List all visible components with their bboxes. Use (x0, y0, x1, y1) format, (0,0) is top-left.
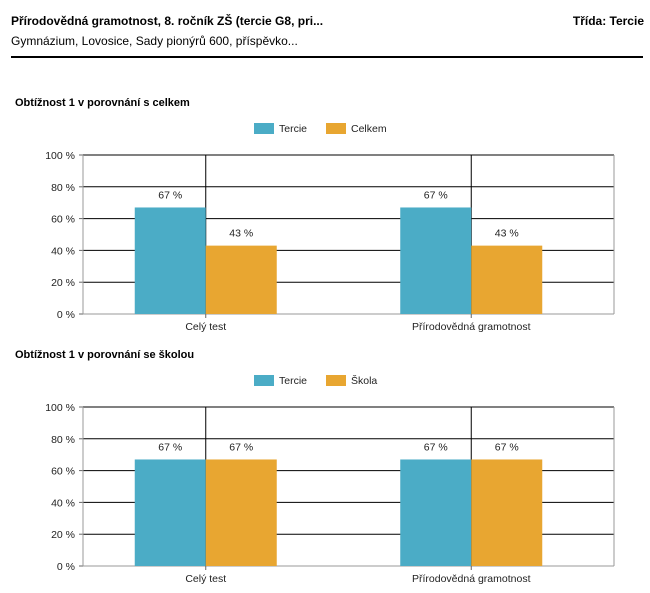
bar-1-2 (400, 207, 472, 314)
legend-swatch-2 (326, 375, 346, 386)
legend-swatch-1 (254, 123, 274, 134)
chart-1-title: Obtížnost 1 v porovnání s celkem (15, 97, 190, 109)
page-title: Přírodovědná gramotnost, 8. ročník ZŠ (t… (11, 14, 324, 28)
data-label: 67 % (495, 441, 519, 453)
chart-2: Tercie Škola 0 % 20 % 40 % 60 % 80 % 100 % 67 % 6… (45, 374, 615, 585)
bar-2-2 (471, 245, 543, 314)
y-tick-label: 20 % (51, 529, 75, 541)
legend-swatch-2 (326, 123, 346, 134)
bar-2-2 (471, 459, 543, 566)
legend-label-1: Tercie (279, 375, 307, 387)
x-tick-label: Přírodovědná gramotnost (412, 321, 531, 333)
y-tick-label: 80 % (51, 182, 75, 194)
bar-1-2 (400, 459, 472, 566)
y-tick-label: 80 % (51, 434, 75, 446)
header-divider (11, 56, 643, 58)
legend-swatch-1 (254, 375, 274, 386)
legend-label-2: Škola (351, 374, 377, 387)
data-label: 67 % (158, 189, 182, 201)
bar-2-1 (205, 245, 277, 314)
data-label: 67 % (158, 441, 182, 453)
x-tick-label: Celý test (185, 321, 226, 333)
school-name: Gymnázium, Lovosice, Sady pionýrů 600, p… (11, 34, 298, 48)
y-tick-label: 20 % (51, 277, 75, 289)
chart-1: Tercie Celkem 0 % 20 % 40 % 60 % 80 % 100 % 67 %… (45, 123, 615, 333)
y-tick-label: 0 % (57, 309, 75, 321)
data-label: 43 % (495, 228, 519, 240)
y-tick-label: 60 % (51, 466, 75, 478)
data-label: 43 % (229, 228, 253, 240)
bar-2-1 (205, 459, 277, 566)
chart-2-title: Obtížnost 1 v porovnání se školou (15, 349, 195, 361)
legend-label-1: Tercie (279, 123, 307, 135)
class-label: Třída: Tercie (572, 14, 644, 28)
x-tick-label: Celý test (185, 573, 226, 585)
y-tick-label: 0 % (57, 561, 75, 573)
y-tick-label: 100 % (45, 402, 75, 414)
x-tick-label: Přírodovědná gramotnost (412, 573, 531, 585)
y-tick-label: 60 % (51, 214, 75, 226)
data-label: 67 % (424, 189, 448, 201)
bar-1-1 (134, 459, 206, 566)
legend-label-2: Celkem (351, 123, 387, 135)
y-tick-label: 100 % (45, 150, 75, 162)
data-label: 67 % (424, 441, 448, 453)
bar-1-1 (134, 207, 206, 314)
y-tick-label: 40 % (51, 497, 75, 509)
data-label: 67 % (229, 441, 253, 453)
y-tick-label: 40 % (51, 245, 75, 257)
